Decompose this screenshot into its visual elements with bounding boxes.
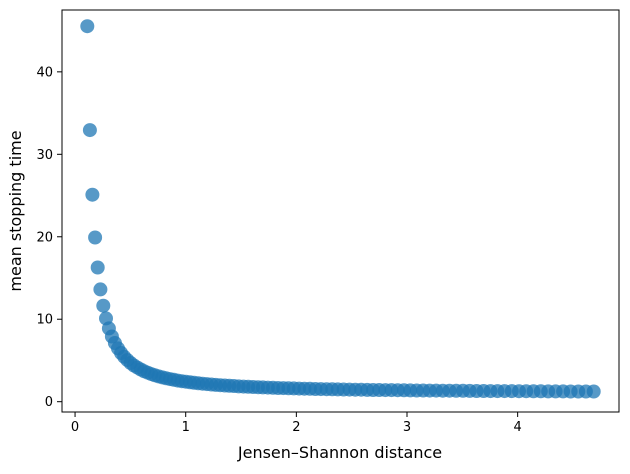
scatter-point [93, 282, 108, 297]
scatter-point [586, 384, 601, 399]
x-tick-label: 1 [182, 420, 190, 435]
x-tick-label: 4 [514, 420, 522, 435]
y-tick-label: 20 [36, 230, 53, 245]
scatter-point [88, 230, 103, 245]
scatter-point [96, 298, 111, 313]
x-tick-label: 2 [292, 420, 300, 435]
y-axis-ticks: 0 10 20 30 40 [36, 65, 62, 410]
scatter-points-layer [80, 19, 601, 399]
x-tick-label: 3 [403, 420, 411, 435]
scatter-point [82, 123, 97, 138]
y-tick-label: 0 [45, 395, 53, 410]
scatter-point [85, 187, 100, 202]
scatter-point [80, 19, 95, 34]
y-tick-label: 10 [36, 313, 53, 328]
x-axis-ticks: 0 1 2 3 4 [71, 412, 522, 435]
scatter-point [90, 260, 105, 275]
plot-area-spines [61, 9, 620, 413]
x-tick-label: 0 [71, 420, 79, 435]
y-tick-label: 40 [36, 65, 53, 80]
y-tick-label: 30 [36, 148, 53, 163]
x-axis-label: Jensen–Shannon distance [237, 443, 442, 462]
y-axis-label: mean stopping time [6, 130, 25, 291]
